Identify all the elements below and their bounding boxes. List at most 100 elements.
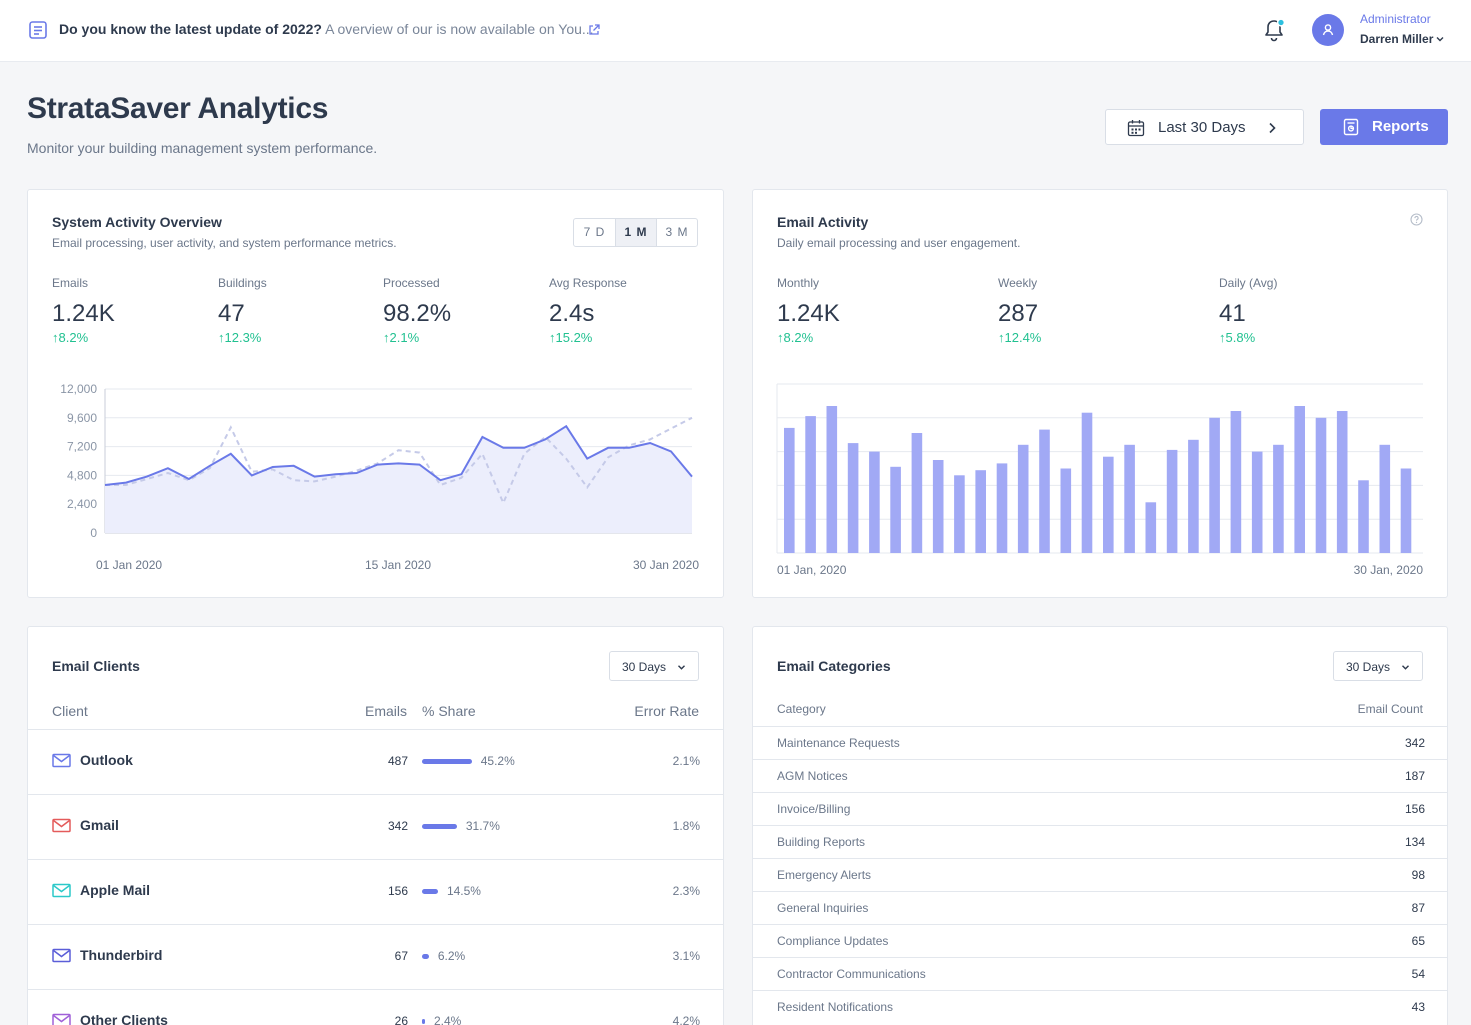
column-header-emails: Emails	[364, 703, 407, 719]
bar[interactable]	[1294, 406, 1305, 553]
card-title: System Activity Overview	[52, 214, 222, 230]
notification-bell-icon[interactable]	[1262, 17, 1286, 43]
x-tick-label: 01 Jan 2020	[96, 558, 162, 572]
client-emails: 487	[387, 754, 408, 768]
bar[interactable]	[911, 433, 923, 553]
help-icon[interactable]	[1410, 213, 1423, 226]
table-row[interactable]: Other Clients 26 2.4% 4.2%	[28, 989, 723, 1025]
categories-range-dropdown[interactable]: 30 Days	[1333, 651, 1423, 681]
y-tick-label: 9,600	[67, 411, 97, 425]
card-title: Email Activity	[777, 214, 869, 230]
bar[interactable]	[996, 463, 1008, 553]
user-name[interactable]: Darren Miller	[1360, 32, 1434, 46]
date-range-label: Last 30 Days	[1158, 119, 1246, 136]
table-row[interactable]: Resident Notifications 43	[753, 990, 1447, 1023]
x-tick-label: 30 Jan 2020	[633, 558, 699, 572]
top-bar: Do you know the latest update of 2022? A…	[0, 0, 1471, 62]
bar[interactable]	[826, 406, 838, 553]
external-link-icon[interactable]	[587, 23, 601, 37]
bar[interactable]	[1315, 417, 1327, 553]
table-row[interactable]: Apple Mail 156 14.5% 2.3%	[28, 859, 723, 924]
arrow-up-icon: ↑	[218, 330, 225, 345]
bar[interactable]	[1060, 468, 1072, 554]
bar[interactable]	[932, 460, 944, 553]
y-tick-label: 12,000	[60, 382, 97, 396]
update-notice-text: A overview of our is now available on Yo…	[325, 21, 594, 37]
table-row[interactable]: Contractor Communications 54	[753, 957, 1447, 990]
bar[interactable]	[1358, 480, 1369, 553]
arrow-up-icon: ↑	[998, 330, 1005, 345]
client-share: 31.7%	[465, 819, 500, 833]
reports-button[interactable]: Reports	[1320, 109, 1448, 145]
bar[interactable]	[1188, 439, 1199, 553]
bar[interactable]	[975, 470, 986, 553]
bar[interactable]	[847, 443, 859, 553]
client-error-rate: 1.8%	[672, 819, 700, 833]
stat-value: 1.24K	[777, 300, 840, 327]
bar[interactable]	[1039, 429, 1050, 553]
client-share: 6.2%	[437, 949, 466, 963]
bar[interactable]	[1400, 468, 1412, 554]
bar[interactable]	[954, 475, 965, 553]
avatar[interactable]	[1312, 14, 1344, 46]
bar[interactable]	[1081, 412, 1093, 553]
table-row[interactable]: AGM Notices 187	[753, 759, 1447, 792]
table-row[interactable]: Gmail 342 31.7% 1.8%	[28, 794, 723, 859]
page-subtitle: Monitor your building management system …	[27, 140, 378, 156]
stat-value: 98.2%	[383, 300, 452, 327]
bar[interactable]	[1230, 411, 1242, 553]
table-row[interactable]: Compliance Updates 65	[753, 924, 1447, 957]
tab-7d[interactable]: 7 D	[583, 225, 606, 239]
category-name: Invoice/Billing	[777, 802, 851, 816]
email-activity-card: Email Activity Daily email processing an…	[752, 189, 1448, 598]
bar[interactable]	[1209, 417, 1220, 553]
category-name: Maintenance Requests	[777, 736, 900, 750]
table-row[interactable]: Thunderbird 67 6.2% 3.1%	[28, 924, 723, 989]
dropdown-label: 30 Days	[622, 660, 667, 674]
bar[interactable]	[869, 451, 880, 553]
chevron-down-icon[interactable]	[1435, 35, 1445, 43]
table-row[interactable]: Building Reports 134	[753, 825, 1447, 858]
client-name: Thunderbird	[80, 947, 163, 963]
email-activity-chart: 01 Jan, 2020 30 Jan, 2020	[776, 383, 1423, 577]
y-tick-label: 0	[90, 526, 97, 540]
mail-icon	[52, 753, 71, 768]
mail-icon	[52, 1013, 71, 1025]
category-name: Compliance Updates	[777, 934, 889, 948]
bar[interactable]	[1103, 456, 1114, 553]
reports-label: Reports	[1372, 118, 1429, 135]
bar[interactable]	[1251, 451, 1263, 553]
email-clients-card: Email Clients 30 Days Client Emails % Sh…	[27, 626, 724, 1025]
table-row[interactable]: Maintenance Requests 342	[753, 726, 1447, 759]
clients-range-dropdown[interactable]: 30 Days	[609, 651, 699, 681]
bar[interactable]	[1379, 444, 1391, 553]
bar[interactable]	[1145, 502, 1157, 553]
chevron-down-icon	[1402, 665, 1409, 670]
bar[interactable]	[1017, 444, 1029, 553]
tab-1m[interactable]: 1 M	[615, 219, 656, 246]
stat-avg-response: Avg Response 2.4s ↑15.2%	[549, 276, 627, 345]
bar[interactable]	[784, 427, 795, 553]
tab-3m[interactable]: 3 M	[656, 219, 697, 246]
stat-change: ↑12.4%	[998, 330, 1042, 345]
share-bar	[422, 954, 429, 959]
category-count: 342	[1404, 736, 1425, 750]
bar[interactable]	[1124, 444, 1135, 553]
client-name: Gmail	[80, 817, 119, 833]
table-row[interactable]: Outlook 487 45.2% 2.1%	[28, 729, 723, 794]
date-range-button[interactable]: Last 30 Days	[1105, 109, 1304, 145]
news-icon	[29, 21, 47, 39]
update-notice[interactable]: Do you know the latest update of 2022? A…	[59, 21, 594, 37]
bar[interactable]	[1166, 449, 1178, 553]
table-row[interactable]: Emergency Alerts 98	[753, 858, 1447, 891]
stat-label: Buildings	[218, 276, 267, 290]
share-bar	[422, 759, 472, 764]
bar[interactable]	[1336, 411, 1348, 553]
table-row[interactable]: General Inquiries 87	[753, 891, 1447, 924]
bar[interactable]	[890, 466, 901, 553]
bar[interactable]	[805, 416, 816, 553]
bar[interactable]	[1273, 444, 1284, 553]
user-role: Administrator	[1360, 12, 1431, 26]
table-row[interactable]: Invoice/Billing 156	[753, 792, 1447, 825]
y-tick-label: 4,800	[67, 468, 97, 482]
